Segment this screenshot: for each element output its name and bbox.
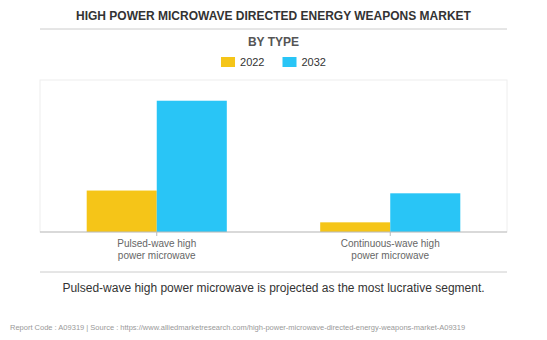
legend-item: 2022 [221, 56, 264, 68]
plot-frame [40, 80, 507, 232]
x-tick-label-line: Pulsed-wave high [117, 238, 196, 249]
x-tick-label-line: power microwave [351, 250, 429, 261]
bars [87, 101, 461, 232]
x-tick-label: Pulsed-wave highpower microwave [117, 238, 196, 261]
bar [390, 193, 460, 232]
x-tick [390, 232, 391, 236]
x-tick [156, 232, 157, 236]
legend-item: 2032 [283, 56, 326, 68]
annotation-rule [40, 272, 507, 273]
legend: 2022 2032 [221, 56, 326, 68]
bar [157, 101, 227, 232]
bar [87, 191, 157, 232]
x-tick-label-line: power microwave [118, 250, 196, 261]
legend-label: 2032 [302, 56, 326, 68]
title: HIGH POWER MICROWAVE DIRECTED ENERGY WEA… [76, 9, 472, 23]
chart-svg: HIGH POWER MICROWAVE DIRECTED ENERGY WEA… [0, 0, 547, 340]
background [0, 0, 547, 340]
legend-swatch [221, 57, 235, 67]
x-tick-label-line: Continuous-wave high [341, 238, 440, 249]
chart-container: HIGH POWER MICROWAVE DIRECTED ENERGY WEA… [0, 0, 547, 340]
bar [320, 222, 390, 232]
legend-label: 2022 [240, 56, 264, 68]
x-tick-label: Continuous-wave highpower microwave [341, 238, 440, 261]
annotation: Pulsed-wave high power microwave is proj… [62, 281, 484, 295]
title-rule [40, 29, 507, 30]
legend-swatch [283, 57, 297, 67]
x-axis [40, 232, 507, 233]
subtitle: BY TYPE [248, 35, 299, 49]
footer: Report Code : A09319 | Source : https://… [10, 323, 465, 332]
